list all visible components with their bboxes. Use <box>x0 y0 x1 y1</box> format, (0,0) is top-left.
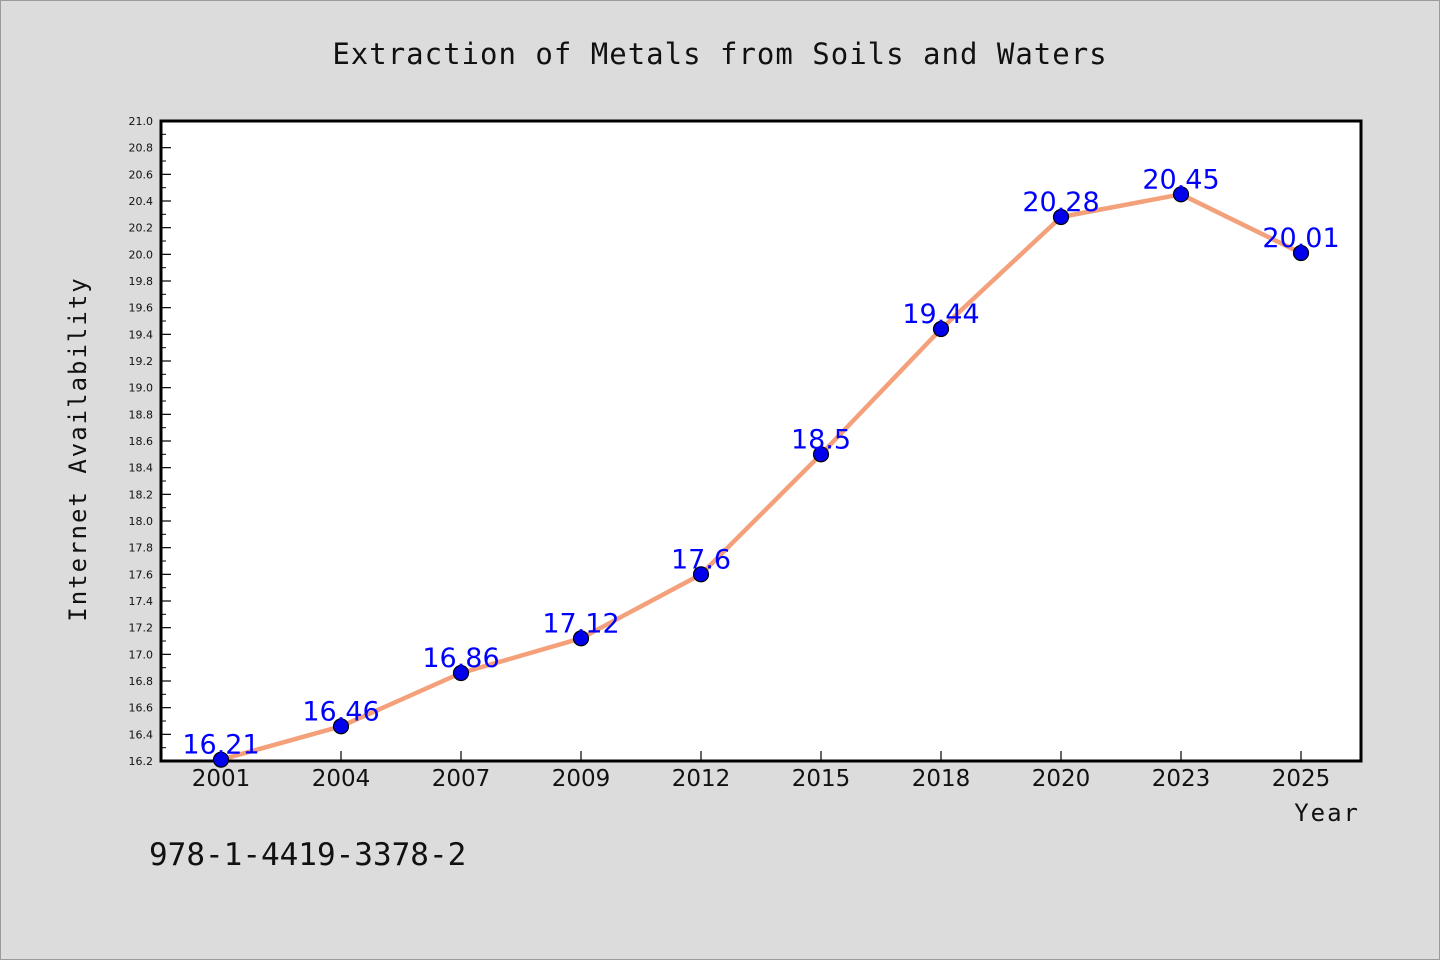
y-tick-label: 18.0 <box>129 515 154 528</box>
y-tick-label: 18.4 <box>129 462 154 475</box>
y-tick-label: 16.8 <box>129 675 154 688</box>
y-tick-label: 17.0 <box>129 648 154 661</box>
data-label: 16.46 <box>302 696 379 727</box>
data-label: 18.5 <box>791 424 851 455</box>
x-tick-label: 2023 <box>1152 766 1211 792</box>
x-tick-label: 2018 <box>912 766 971 792</box>
series-line <box>218 192 1304 762</box>
y-tick-label: 17.4 <box>129 595 154 608</box>
y-tick-label: 17.2 <box>129 622 154 635</box>
series-line-group <box>218 192 1304 762</box>
x-axis-label: Year <box>1294 799 1360 827</box>
chart-title: Extraction of Metals from Soils and Wate… <box>332 37 1107 71</box>
data-labels-group: 16.21 16.46 16.86 17.12 17.6 18.5 19.44 20.28 20… <box>182 164 1339 760</box>
data-point-marker <box>692 566 710 583</box>
data-point-marker <box>572 630 590 647</box>
y-tick-label: 16.6 <box>129 702 154 715</box>
y-tick-label: 19.6 <box>129 302 154 315</box>
y-tick-label: 19.2 <box>129 355 154 368</box>
y-tick-label: 20.2 <box>129 222 154 235</box>
data-label: 17.12 <box>542 608 619 639</box>
data-point-marker <box>332 718 350 735</box>
x-tick-label: 2001 <box>192 766 251 792</box>
y-tick-label: 19.8 <box>129 275 154 288</box>
y-tick-label: 21.0 <box>129 115 154 128</box>
x-tick-label: 2004 <box>312 766 371 792</box>
y-tick-label: 17.6 <box>129 568 154 581</box>
x-tick-label: 2015 <box>792 766 851 792</box>
data-point-marker <box>932 320 950 338</box>
data-point-marker <box>1052 208 1070 226</box>
data-point-marker <box>212 751 230 768</box>
y-tick-label: 20.8 <box>129 142 154 155</box>
y-tick-label: 17.8 <box>129 542 154 555</box>
data-label: 16.86 <box>422 643 499 674</box>
data-label: 16.21 <box>182 730 259 761</box>
x-axis: 2001 2004 2007 2009 2012 2015 2018 2020 2023 2025 <box>192 751 1331 792</box>
y-tick-label: 18.8 <box>129 408 154 421</box>
y-tick-label: 20.6 <box>129 168 154 181</box>
data-label: 20.01 <box>1262 223 1339 254</box>
plot-area <box>159 119 1363 763</box>
y-tick-label: 19.0 <box>129 382 154 395</box>
y-tick-label: 20.4 <box>129 195 154 208</box>
data-point-marker <box>1292 244 1310 262</box>
y-tick-label: 16.4 <box>129 728 154 741</box>
data-point-marker <box>452 664 470 682</box>
data-label: 20.28 <box>1022 187 1099 218</box>
data-point-marker <box>1172 186 1190 203</box>
y-tick-label: 16.2 <box>129 755 154 768</box>
x-tick-label: 2025 <box>1272 766 1331 792</box>
data-label: 20.45 <box>1142 164 1219 195</box>
x-tick-label: 2007 <box>432 766 491 792</box>
isbn-footer: 978-1-4419-3378-2 <box>149 837 466 873</box>
y-tick-label: 18.6 <box>129 435 154 448</box>
y-tick-label: 18.2 <box>129 488 154 501</box>
data-point-marker <box>812 446 830 463</box>
y-axis: 16.2 16.4 16.6 16.8 17.0 17.2 17.4 17.6 17.8 18.0… <box>129 115 171 768</box>
y-axis-label: Internet Availability <box>64 276 92 621</box>
data-label: 17.6 <box>671 544 731 575</box>
y-tick-label: 20.0 <box>129 248 154 261</box>
y-tick-label: 19.4 <box>129 328 154 341</box>
data-label: 19.44 <box>902 299 979 330</box>
x-tick-label: 2012 <box>672 766 731 792</box>
x-tick-label: 2020 <box>1032 766 1091 792</box>
markers-group <box>212 186 1310 768</box>
x-tick-label: 2009 <box>552 766 611 792</box>
